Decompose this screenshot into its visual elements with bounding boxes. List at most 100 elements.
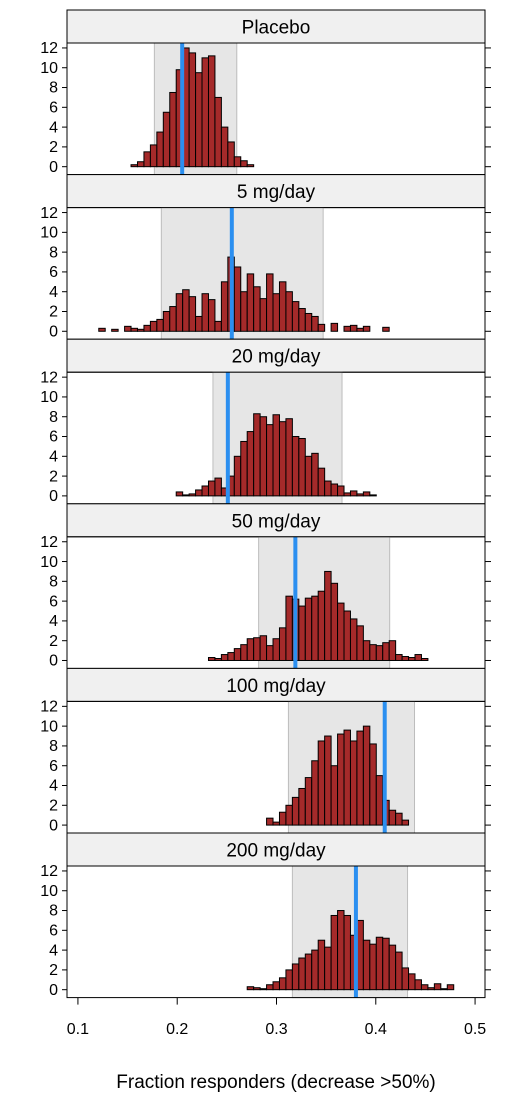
- bar: [311, 452, 319, 497]
- bar: [298, 605, 306, 661]
- bar: [278, 811, 287, 826]
- bar: [330, 765, 339, 826]
- bar: [324, 480, 332, 497]
- bar: [214, 320, 222, 332]
- bar: [240, 160, 248, 168]
- bar: [266, 817, 274, 826]
- bar: [369, 743, 377, 826]
- bar: [285, 595, 293, 661]
- bar: [233, 455, 242, 497]
- bar: [149, 320, 158, 332]
- bar: [362, 491, 371, 497]
- bar: [304, 455, 313, 497]
- bar: [375, 936, 384, 991]
- y-tick-label: 2: [49, 304, 58, 321]
- bar: [408, 657, 416, 661]
- bar: [130, 164, 138, 168]
- bar: [337, 910, 345, 991]
- strip: [66, 667, 486, 702]
- bar: [246, 164, 255, 168]
- bar: [414, 654, 422, 661]
- y-tick-label: 2: [49, 633, 58, 650]
- bar: [124, 325, 132, 332]
- bar: [195, 489, 203, 497]
- bar: [278, 977, 287, 991]
- bar: [227, 652, 235, 661]
- bar: [298, 957, 306, 991]
- bar: [201, 293, 209, 332]
- y-tick-label: 12: [40, 205, 58, 222]
- bar: [156, 131, 164, 168]
- strip: [66, 9, 486, 44]
- bar: [227, 141, 235, 168]
- panel-title: Placebo: [242, 18, 311, 39]
- bar: [324, 570, 332, 661]
- bar: [388, 944, 397, 991]
- bar: [317, 590, 326, 661]
- bar: [324, 946, 332, 991]
- bar: [349, 618, 358, 661]
- bar: [382, 326, 390, 332]
- bar: [272, 293, 280, 332]
- y-tick-label: 10: [40, 389, 58, 406]
- bar: [220, 654, 229, 661]
- bar: [324, 735, 332, 826]
- bar: [311, 760, 319, 826]
- bar: [240, 644, 248, 661]
- y-tick-label: 0: [49, 982, 58, 999]
- bar: [298, 308, 306, 332]
- bar: [246, 273, 255, 332]
- y-tick-label: 8: [49, 409, 58, 426]
- bar: [188, 493, 197, 497]
- bar: [246, 638, 255, 661]
- bar: [311, 949, 319, 991]
- strip: [66, 503, 486, 538]
- y-tick-label: 10: [40, 718, 58, 735]
- bar: [272, 414, 280, 497]
- bar: [266, 424, 274, 497]
- bar: [182, 289, 190, 332]
- bar: [362, 325, 371, 332]
- bar: [343, 610, 351, 661]
- bar: [356, 493, 364, 497]
- bar: [156, 318, 164, 332]
- bar: [375, 645, 384, 661]
- bar: [349, 490, 358, 497]
- bar: [317, 467, 326, 497]
- y-tick-label: 0: [49, 159, 58, 176]
- strip: [66, 832, 486, 867]
- bar: [433, 983, 442, 991]
- y-tick-label: 10: [40, 60, 58, 77]
- bar: [298, 437, 306, 497]
- y-tick-label: 4: [49, 778, 58, 795]
- bar: [388, 640, 397, 661]
- y-tick-label: 2: [49, 962, 58, 979]
- bar: [246, 986, 255, 991]
- bar: [278, 281, 287, 332]
- y-tick-label: 12: [40, 534, 58, 551]
- bar: [382, 642, 390, 661]
- bar: [201, 485, 209, 497]
- bar: [253, 987, 261, 991]
- bar: [330, 322, 339, 332]
- bar: [240, 440, 248, 497]
- bar: [220, 126, 229, 168]
- bar: [401, 967, 410, 991]
- y-tick-label: 8: [49, 903, 58, 920]
- strip: [66, 338, 486, 373]
- bar: [169, 91, 177, 168]
- y-tick-label: 10: [40, 225, 58, 242]
- bar: [136, 328, 145, 332]
- bar: [356, 730, 364, 826]
- x-tick-label: 0.3: [265, 1021, 287, 1038]
- y-tick-label: 0: [49, 817, 58, 834]
- panel-title: 200 mg/day: [226, 841, 326, 862]
- bar: [130, 327, 138, 332]
- bar: [317, 323, 326, 332]
- bar: [278, 627, 287, 661]
- bar: [149, 144, 158, 168]
- bar: [401, 656, 410, 661]
- panel-frame: [66, 700, 486, 834]
- bar: [278, 421, 287, 497]
- bar: [291, 301, 300, 332]
